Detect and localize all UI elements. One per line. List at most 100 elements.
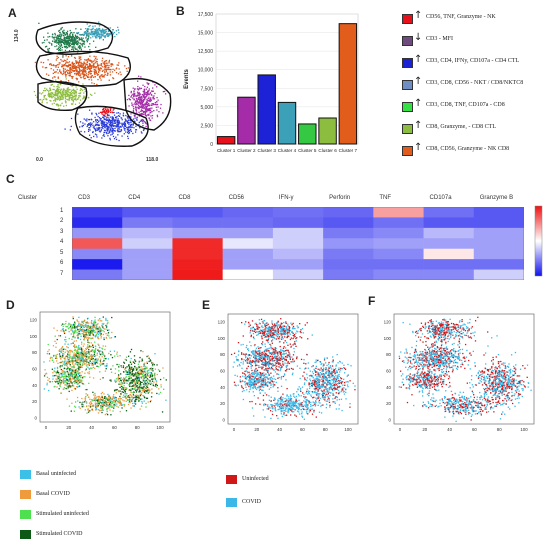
point — [88, 118, 91, 121]
point — [254, 331, 257, 334]
point — [144, 369, 146, 371]
point — [151, 117, 153, 119]
heatmap-cell — [373, 217, 424, 229]
point — [77, 385, 79, 388]
point — [120, 403, 122, 405]
point — [145, 382, 147, 385]
point — [69, 89, 71, 91]
point — [81, 363, 84, 365]
point — [89, 406, 92, 408]
point — [108, 62, 110, 64]
point — [56, 88, 58, 91]
point — [116, 363, 118, 366]
point — [68, 382, 70, 385]
point — [65, 76, 67, 78]
point — [94, 130, 97, 132]
point — [165, 379, 167, 381]
point — [84, 66, 86, 68]
point — [68, 35, 70, 38]
point — [116, 122, 118, 124]
heatmap-cell — [222, 227, 274, 239]
point — [131, 382, 133, 385]
point — [64, 351, 66, 353]
point — [71, 338, 73, 340]
point — [128, 373, 130, 376]
point — [63, 59, 66, 61]
point — [63, 36, 65, 38]
panel-letter-a: A — [8, 6, 17, 20]
point — [143, 375, 145, 378]
point — [78, 92, 80, 94]
point — [128, 130, 130, 132]
point — [76, 320, 79, 322]
point — [99, 397, 102, 399]
point — [126, 126, 128, 129]
point — [74, 405, 76, 408]
point — [158, 388, 160, 390]
point — [136, 382, 139, 384]
point — [134, 396, 136, 399]
point — [68, 74, 70, 77]
point — [77, 66, 79, 69]
point — [147, 97, 149, 100]
point — [62, 68, 65, 70]
x-tick-label: Cluster 5 — [298, 148, 317, 153]
y-tick-label: 40 — [220, 385, 225, 390]
point — [78, 368, 80, 371]
point — [106, 119, 108, 121]
point — [56, 366, 59, 369]
point — [66, 355, 68, 357]
point — [81, 328, 84, 330]
point — [139, 98, 141, 100]
point — [56, 386, 58, 388]
point — [63, 71, 65, 73]
point — [73, 330, 75, 332]
point — [102, 345, 104, 347]
point — [255, 322, 257, 324]
point — [97, 323, 99, 325]
point — [90, 332, 92, 334]
point — [62, 381, 65, 383]
point — [152, 370, 154, 372]
point — [97, 404, 99, 407]
point — [96, 361, 98, 363]
point — [73, 40, 76, 42]
point — [59, 40, 61, 42]
point — [104, 402, 107, 404]
point — [69, 378, 71, 380]
point — [83, 320, 85, 323]
point — [146, 108, 149, 110]
point — [60, 379, 63, 382]
point — [147, 355, 149, 357]
heatmap-cell — [473, 248, 524, 260]
point — [109, 379, 111, 381]
point — [87, 346, 89, 348]
point — [111, 116, 113, 118]
point — [138, 388, 141, 390]
point — [92, 27, 94, 29]
point — [69, 363, 71, 366]
point — [94, 37, 97, 39]
point — [126, 397, 128, 399]
point — [117, 123, 119, 125]
point — [137, 377, 140, 380]
point — [135, 367, 137, 369]
point — [109, 130, 111, 132]
point — [131, 369, 134, 371]
point — [100, 123, 103, 125]
point — [123, 362, 126, 364]
point — [74, 353, 76, 356]
point — [76, 378, 78, 380]
point — [72, 355, 74, 357]
point — [52, 92, 54, 94]
point — [84, 331, 87, 334]
point — [273, 336, 275, 339]
point — [75, 72, 77, 74]
point — [99, 118, 101, 120]
point — [157, 369, 160, 371]
point — [122, 391, 125, 393]
point — [131, 126, 133, 128]
point — [77, 61, 79, 63]
point — [72, 376, 74, 379]
point — [86, 66, 89, 68]
